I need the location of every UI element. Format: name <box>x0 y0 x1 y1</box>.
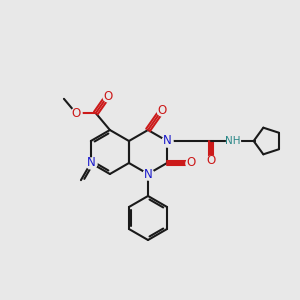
Text: N: N <box>144 167 152 181</box>
Text: N: N <box>86 157 95 169</box>
Text: O: O <box>157 104 167 117</box>
Text: N: N <box>163 134 171 148</box>
Text: O: O <box>187 157 196 169</box>
Text: NH: NH <box>225 136 241 146</box>
Text: O: O <box>206 154 216 167</box>
Text: O: O <box>103 89 112 103</box>
Text: O: O <box>71 106 81 120</box>
